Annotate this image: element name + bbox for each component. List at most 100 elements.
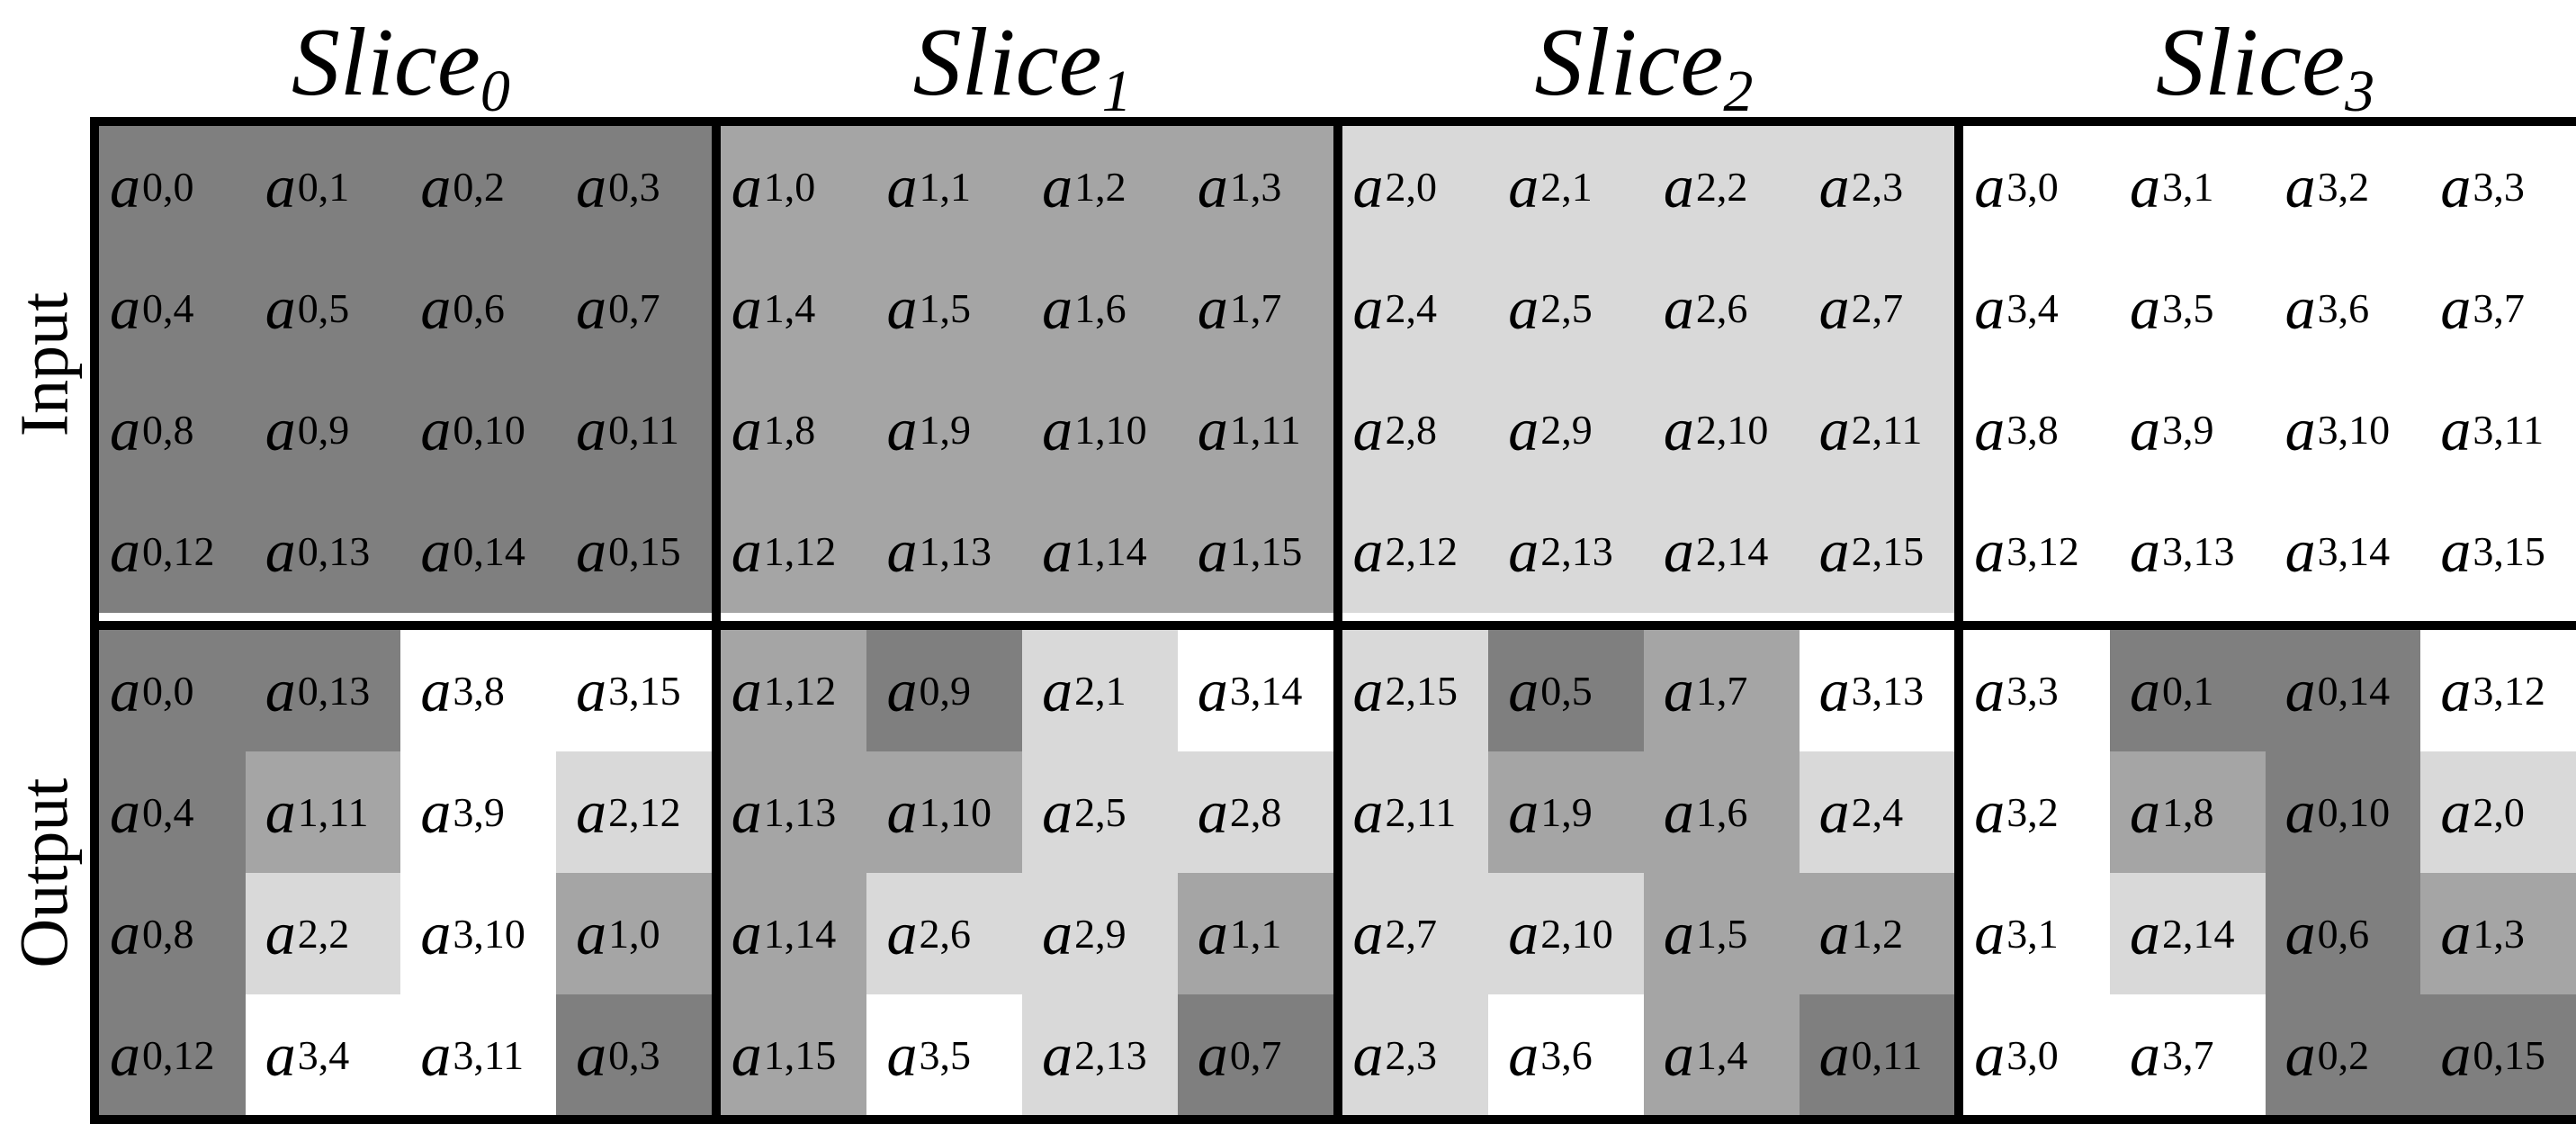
output-cell: a 1,13 bbox=[711, 751, 867, 874]
output-cell: a 1,7 bbox=[1643, 630, 1800, 752]
input-cell: a 3,10 bbox=[2265, 369, 2421, 491]
input-cell: a 1,15 bbox=[1177, 490, 1333, 613]
input-cell: a 2,14 bbox=[1643, 490, 1800, 613]
output-cell: a 1,14 bbox=[711, 873, 867, 995]
output-cell: a 3,10 bbox=[400, 873, 557, 995]
output-cell: a 2,5 bbox=[1022, 751, 1179, 874]
slice-title-3: Slice3 bbox=[2156, 9, 2375, 124]
input-cell: a 2,2 bbox=[1643, 126, 1800, 248]
output-cell: a 2,1 bbox=[1022, 630, 1179, 752]
output-cell: a 0,2 bbox=[2265, 994, 2421, 1117]
output-cell: a 1,3 bbox=[2420, 873, 2576, 995]
input-cell: a 2,15 bbox=[1799, 490, 1955, 613]
output-cell: a 0,14 bbox=[2265, 630, 2421, 752]
input-cell: a 2,9 bbox=[1488, 369, 1645, 491]
input-cell: a 0,13 bbox=[245, 490, 401, 613]
output-cell: a 3,14 bbox=[1177, 630, 1333, 752]
output-cell: a 2,11 bbox=[1333, 751, 1489, 874]
input-cell: a 2,1 bbox=[1488, 126, 1645, 248]
input-cell: a 2,13 bbox=[1488, 490, 1645, 613]
output-cell: a 0,8 bbox=[90, 873, 247, 995]
input-cell: a 3,13 bbox=[2109, 490, 2266, 613]
input-cell: a 3,1 bbox=[2109, 126, 2266, 248]
output-cell: a 0,3 bbox=[556, 994, 713, 1117]
output-cell: a 0,7 bbox=[1177, 994, 1333, 1117]
input-cell: a 2,6 bbox=[1643, 247, 1800, 370]
output-cell: a 0,6 bbox=[2265, 873, 2421, 995]
output-cell: a 1,0 bbox=[556, 873, 713, 995]
output-cell: a 2,14 bbox=[2109, 873, 2266, 995]
input-cell: a 3,0 bbox=[1954, 126, 2111, 248]
output-cell: a 2,0 bbox=[2420, 751, 2576, 874]
input-cell: a 1,12 bbox=[711, 490, 867, 613]
input-cell: a 1,11 bbox=[1177, 369, 1333, 491]
output-cell: a 3,5 bbox=[866, 994, 1023, 1117]
output-cell: a 0,5 bbox=[1488, 630, 1645, 752]
input-cell: a 1,8 bbox=[711, 369, 867, 491]
output-cell: a 3,13 bbox=[1799, 630, 1955, 752]
output-cell: a 2,12 bbox=[556, 751, 713, 874]
output-cell: a 1,9 bbox=[1488, 751, 1645, 874]
input-cell: a 0,14 bbox=[400, 490, 557, 613]
output-cell: a 1,10 bbox=[866, 751, 1023, 874]
output-cell: a 2,6 bbox=[866, 873, 1023, 995]
input-cell: a 1,14 bbox=[1022, 490, 1179, 613]
input-cell: a 2,4 bbox=[1333, 247, 1489, 370]
input-cell: a 2,11 bbox=[1799, 369, 1955, 491]
output-cell: a 2,7 bbox=[1333, 873, 1489, 995]
output-cell: a 2,9 bbox=[1022, 873, 1179, 995]
output-cell: a 0,15 bbox=[2420, 994, 2576, 1117]
input-cell: a 0,12 bbox=[90, 490, 247, 613]
output-cell: a 3,0 bbox=[1954, 994, 2111, 1117]
input-cell: a 3,9 bbox=[2109, 369, 2266, 491]
input-cell: a 1,2 bbox=[1022, 126, 1179, 248]
input-cell: a 0,0 bbox=[90, 126, 247, 248]
output-cell: a 2,15 bbox=[1333, 630, 1489, 752]
input-cell: a 3,11 bbox=[2420, 369, 2576, 491]
input-cell: a 3,2 bbox=[2265, 126, 2421, 248]
slice-title-1: Slice1 bbox=[912, 9, 1132, 124]
input-cell: a 3,7 bbox=[2420, 247, 2576, 370]
input-cell: a 1,5 bbox=[866, 247, 1023, 370]
output-cell: a 2,2 bbox=[245, 873, 401, 995]
output-cell: a 1,1 bbox=[1177, 873, 1333, 995]
input-cell: a 3,6 bbox=[2265, 247, 2421, 370]
input-cell: a 3,5 bbox=[2109, 247, 2266, 370]
output-cell: a 3,8 bbox=[400, 630, 557, 752]
output-cell: a 0,13 bbox=[245, 630, 401, 752]
output-cell: a 0,4 bbox=[90, 751, 247, 874]
output-cell: a 1,6 bbox=[1643, 751, 1800, 874]
input-cell: a 0,1 bbox=[245, 126, 401, 248]
input-cell: a 3,15 bbox=[2420, 490, 2576, 613]
output-row-label: Output bbox=[6, 777, 83, 968]
slice-title-0: Slice0 bbox=[291, 9, 510, 124]
input-cell: a 3,4 bbox=[1954, 247, 2111, 370]
output-cell: a 0,11 bbox=[1799, 994, 1955, 1117]
input-cell: a 0,15 bbox=[556, 490, 713, 613]
input-cell: a 1,0 bbox=[711, 126, 867, 248]
output-cell: a 2,10 bbox=[1488, 873, 1645, 995]
output-cell: a 0,1 bbox=[2109, 630, 2266, 752]
input-cell: a 0,7 bbox=[556, 247, 713, 370]
input-cell: a 1,3 bbox=[1177, 126, 1333, 248]
output-cell: a 3,1 bbox=[1954, 873, 2111, 995]
input-cell: a 3,8 bbox=[1954, 369, 2111, 491]
slice-grid: a 0,0 a 0,1 a 0,2 a 0,3 a 1,0 a 1,1 a 1,2 a 1,3 a 2,0 a 2,1… bbox=[90, 117, 2576, 1124]
output-cell: a 1,4 bbox=[1643, 994, 1800, 1117]
input-cell: a 1,9 bbox=[866, 369, 1023, 491]
input-cell: a 1,7 bbox=[1177, 247, 1333, 370]
input-cell: a 2,5 bbox=[1488, 247, 1645, 370]
output-cell: a 2,8 bbox=[1177, 751, 1333, 874]
output-cell: a 1,8 bbox=[2109, 751, 2266, 874]
output-cell: a 1,12 bbox=[711, 630, 867, 752]
output-cell: a 3,2 bbox=[1954, 751, 2111, 874]
output-cell: a 0,10 bbox=[2265, 751, 2421, 874]
output-cell: a 0,12 bbox=[90, 994, 247, 1117]
output-cell: a 1,11 bbox=[245, 751, 401, 874]
input-cell: a 1,10 bbox=[1022, 369, 1179, 491]
input-cell: a 0,9 bbox=[245, 369, 401, 491]
input-cell: a 2,7 bbox=[1799, 247, 1955, 370]
input-cell: a 2,3 bbox=[1799, 126, 1955, 248]
input-cell: a 0,11 bbox=[556, 369, 713, 491]
input-cell: a 1,13 bbox=[866, 490, 1023, 613]
